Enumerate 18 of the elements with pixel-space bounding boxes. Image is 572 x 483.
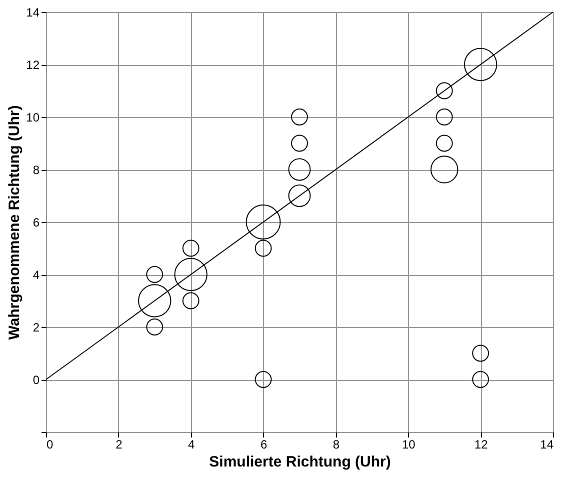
y-tick-label: 0 <box>32 373 40 387</box>
x-tick-label: 2 <box>116 438 123 452</box>
x-tick-label: 12 <box>474 438 488 452</box>
x-tick-label: 0 <box>46 438 54 452</box>
y-tick-label: 12 <box>26 58 40 72</box>
x-tick-label: 10 <box>402 438 416 452</box>
x-tick-label: 8 <box>332 438 340 452</box>
y-axis-title: Wahrgenommene Richtung (Uhr) <box>6 105 24 340</box>
y-tick-label: 14 <box>26 6 40 20</box>
x-tick-label: 6 <box>260 438 268 452</box>
y-tick-label: 8 <box>32 163 40 177</box>
x-axis-title: Simulierte Richtung (Uhr) <box>209 454 391 470</box>
x-tick-label: 14 <box>540 438 554 452</box>
y-tick-label: 2 <box>32 320 40 334</box>
x-tick-label: 4 <box>188 438 196 452</box>
y-tick-label: 4 <box>32 268 40 282</box>
y-tick-label: 10 <box>26 110 40 124</box>
y-tick-label: 6 <box>32 216 40 230</box>
